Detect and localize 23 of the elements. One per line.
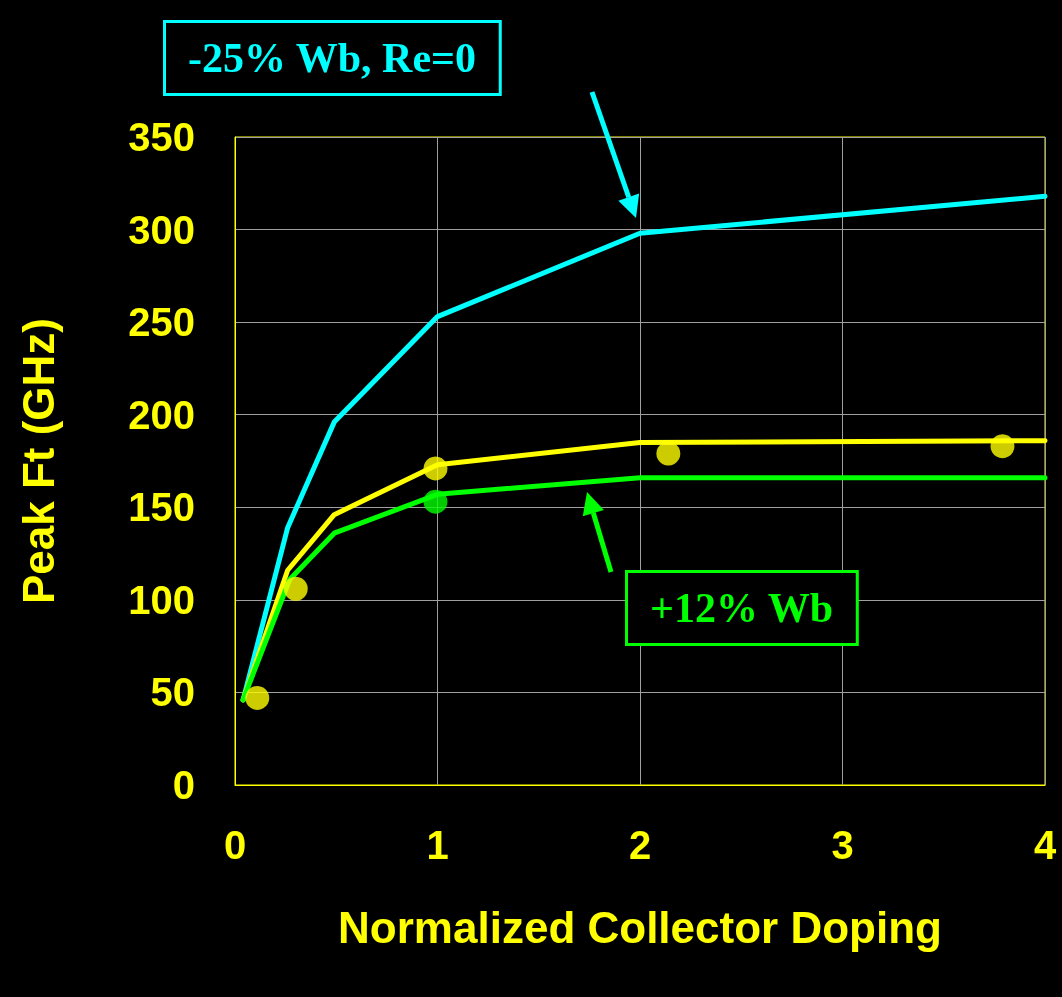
y-tick-label: 200 xyxy=(128,392,195,437)
x-tick-label: 1 xyxy=(426,823,449,867)
point xyxy=(245,685,270,710)
x-tick-label: 3 xyxy=(831,823,854,867)
y-tick-label: 0 xyxy=(172,763,195,807)
point xyxy=(423,456,448,481)
x-tick-label: 0 xyxy=(223,823,247,867)
point xyxy=(423,489,448,514)
y-tick-label: 350 xyxy=(128,115,195,159)
x-tick-label: 2 xyxy=(628,823,652,867)
point xyxy=(656,441,681,466)
point xyxy=(990,434,1015,459)
y-tick-label: 250 xyxy=(128,300,195,345)
x-axis-title: Normalized Collector Doping xyxy=(338,902,942,952)
x-tick-label: 4 xyxy=(1033,823,1057,867)
y-tick-label: 150 xyxy=(128,485,195,530)
point xyxy=(283,576,308,601)
text: -25% Wb, Re=0 xyxy=(188,35,476,81)
y-tick-label: 100 xyxy=(128,577,195,622)
text: +12% Wb xyxy=(650,585,834,631)
y-tick-label: 50 xyxy=(150,670,195,715)
y-tick-label: 300 xyxy=(128,207,195,252)
y-axis-title: Peak Ft (GHz) xyxy=(13,317,63,605)
